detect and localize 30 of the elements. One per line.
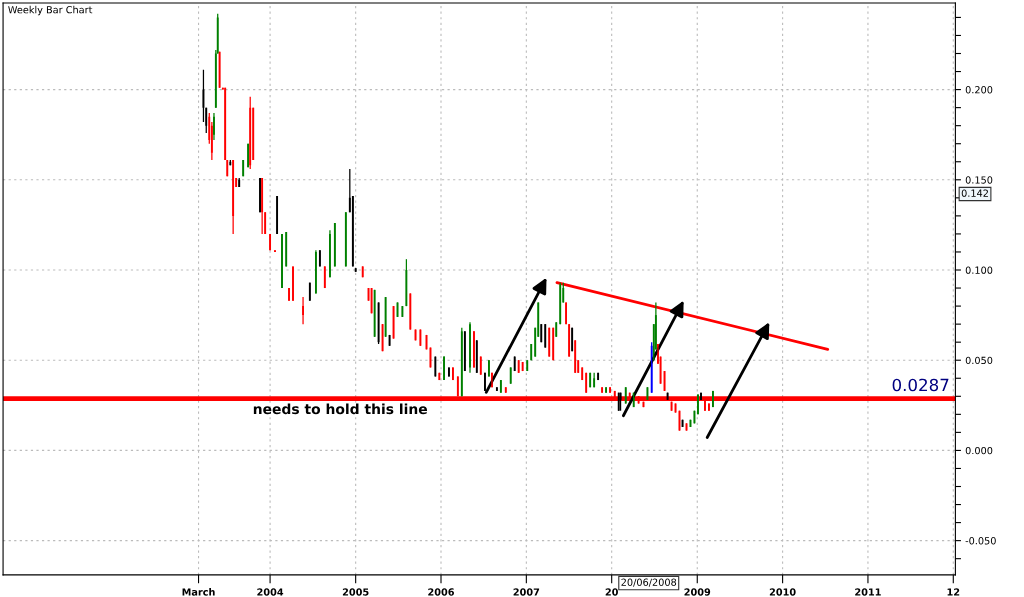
- candlestick: [571, 327, 574, 352]
- x-tick-label: 12: [947, 588, 960, 596]
- x-tick-label: 2005: [342, 588, 369, 596]
- x-tick-label: 2010: [769, 588, 796, 596]
- x-tick-label: 2006: [428, 588, 455, 596]
- candlestick: [425, 334, 428, 351]
- candlestick: [711, 390, 714, 408]
- chart-title: Weekly Bar Chart: [8, 5, 93, 16]
- text: 0.142: [961, 189, 988, 197]
- y-tick-label: 0.050: [965, 356, 993, 365]
- annotation: needs to hold this line: [253, 403, 428, 415]
- candlestick: [491, 372, 493, 388]
- y-tick-label: 0.200: [965, 86, 993, 94]
- x-tick-label: March: [182, 588, 215, 596]
- candlestick: [693, 410, 696, 424]
- y-tick-label: 0.000: [965, 446, 993, 455]
- x-tick-label: 20: [605, 588, 618, 596]
- x-tick-label: 2009: [684, 588, 711, 596]
- y-tick-label: 0.150: [965, 176, 993, 184]
- x-tick-label: 2011: [855, 588, 881, 596]
- candlestick: [552, 327, 555, 361]
- x-tick-label: 2004: [257, 588, 284, 596]
- y-tick-label: -0.050: [965, 537, 996, 545]
- candlestick: [269, 233, 272, 251]
- candlestick: [281, 233, 283, 289]
- text: 20/06/2008: [621, 578, 677, 587]
- x-tick-label: 2007: [513, 588, 540, 596]
- candlestick: [597, 372, 600, 381]
- y-tick-label: 0.100: [965, 266, 993, 274]
- ref-line-label: 0.0287: [892, 378, 949, 392]
